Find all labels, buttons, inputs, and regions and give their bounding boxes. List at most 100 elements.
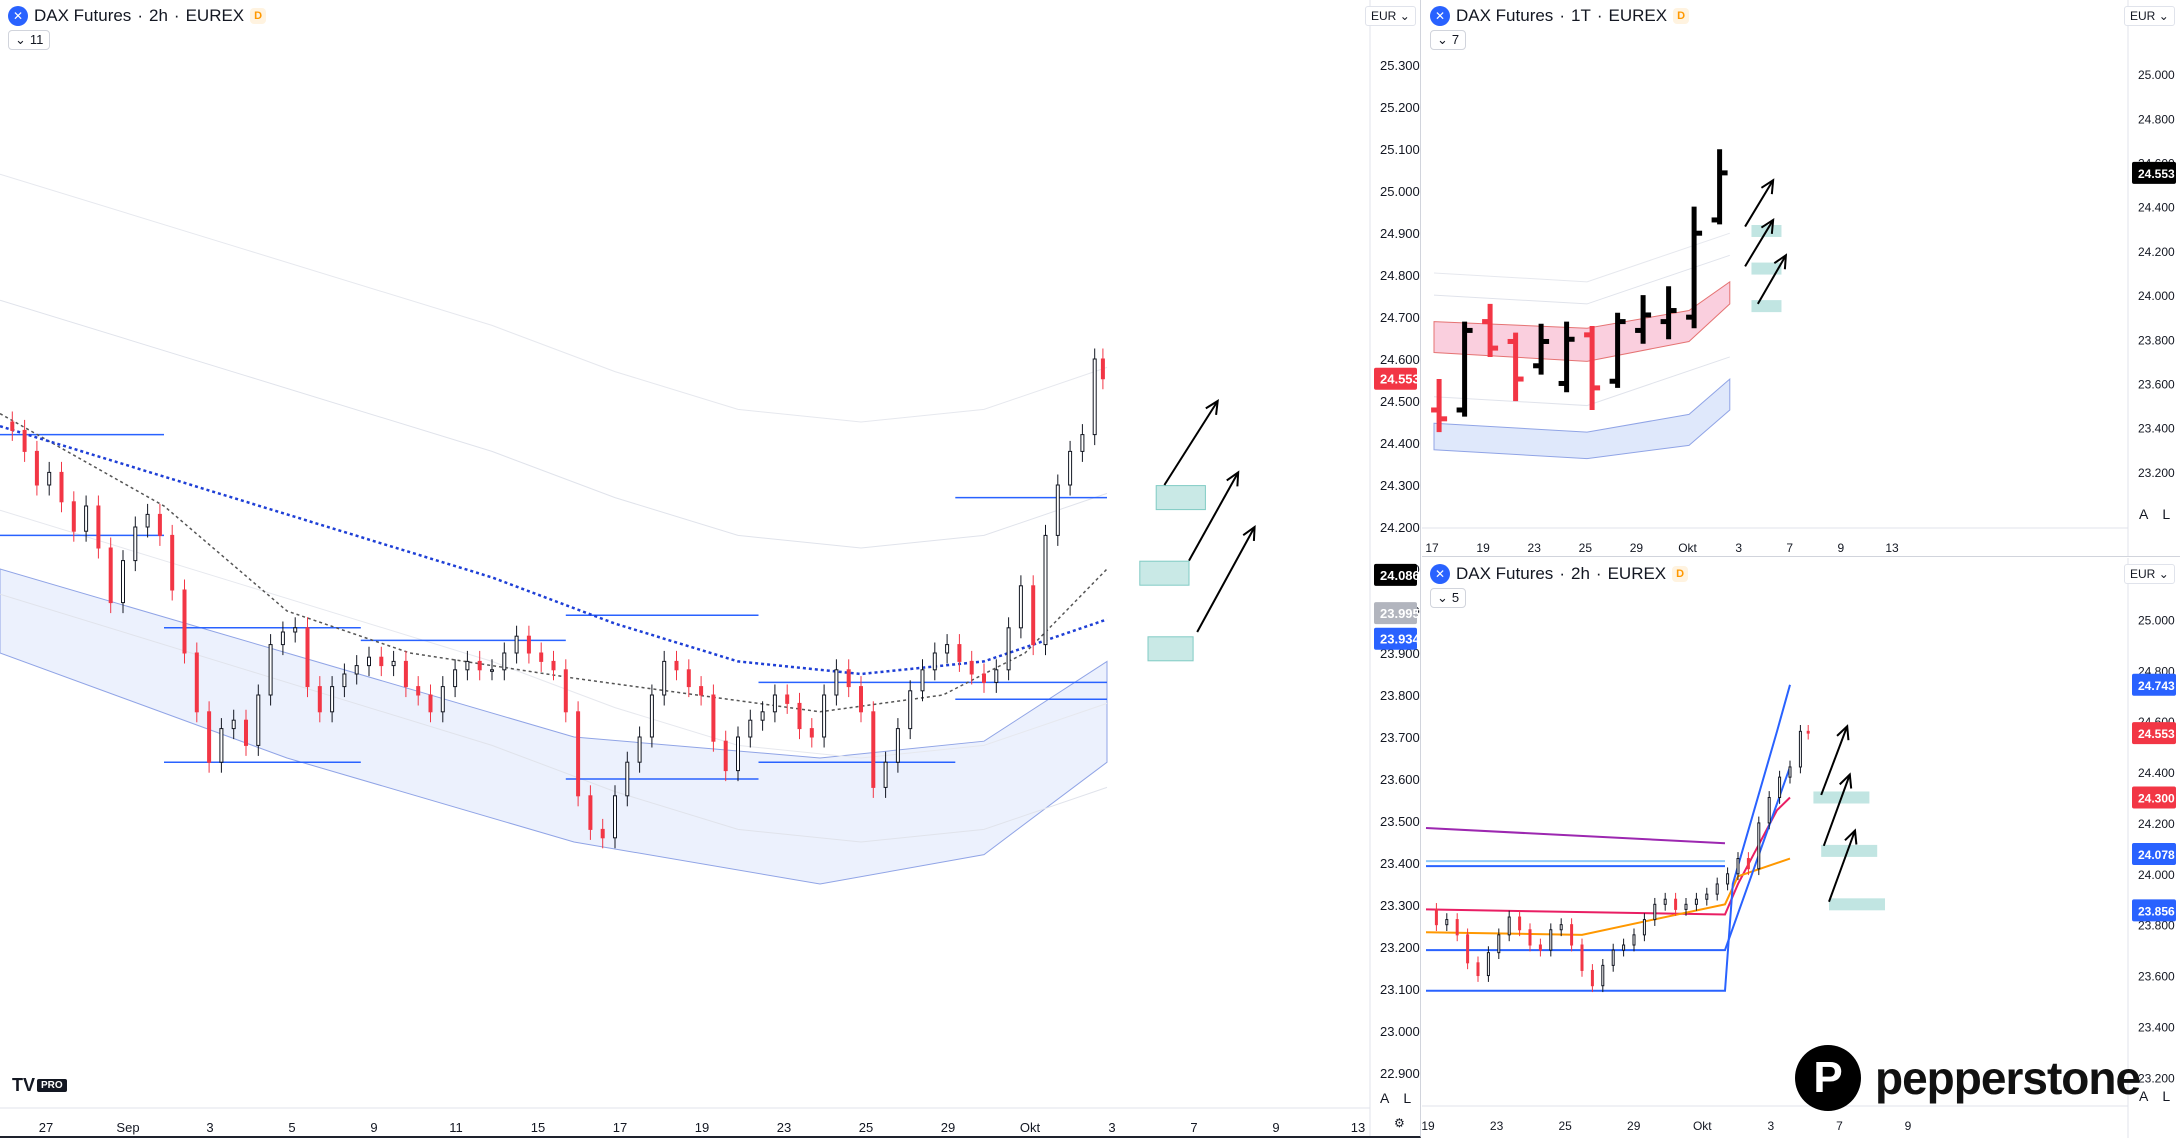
y-tick-label: 23.800 (1380, 688, 1420, 703)
candle-body (526, 635, 531, 654)
target-zone-box (1751, 262, 1782, 275)
pepperstone-mark-icon: P (1795, 1045, 1861, 1111)
candle-body (1455, 919, 1459, 936)
projection-arrow-head (1760, 178, 1775, 195)
candle-body (256, 694, 261, 746)
candle-body (293, 627, 298, 633)
price-label-text: 24.078 (2138, 848, 2175, 862)
candle-body (1445, 919, 1449, 926)
candle-body (1092, 358, 1097, 436)
chart-panel-intraday[interactable]: ✕ DAX Futures · 2h · EUREX D ⌄ 5 EUR ⌄ A… (1422, 558, 2180, 1138)
price-label-tag (2132, 673, 2176, 696)
symbol-legend[interactable]: ✕ DAX Futures · 2h · EUREX D (8, 6, 267, 26)
x-tick-label: 25 (1579, 541, 1593, 555)
candle-body (834, 669, 839, 696)
chart-panel-daily[interactable]: ✕ DAX Futures · 1T · EUREX D ⌄ 7 EUR ⌄ A… (1422, 0, 2180, 557)
main-chart-canvas[interactable]: 22.900 23.000 23.100 23.200 23.300 23.400 23.5… (0, 0, 1421, 1136)
y-tick-label: 23.400 (2138, 422, 2175, 436)
exchange: EUREX (1608, 6, 1668, 25)
symbol-legend[interactable]: ✕ DAX Futures · 2h · EUREX D (1430, 564, 1689, 584)
candle-body (477, 660, 482, 671)
daily-chart-canvas[interactable]: 23.200 23.400 23.600 23.800 24.000 24.200 24.4… (1422, 0, 2180, 557)
target-zone-box (1751, 300, 1782, 313)
y-tick-label: 24.500 (1380, 394, 1420, 409)
candle-body (317, 686, 322, 713)
x-tick-label: 3 (1735, 541, 1742, 555)
x-tick-label: 3 (1768, 1119, 1775, 1133)
candle-body (932, 652, 937, 671)
price-label-tag (2132, 161, 2176, 184)
y-tick-label: 24.000 (2138, 868, 2175, 882)
indicator-toggle[interactable]: ⌄ 11 (8, 30, 51, 50)
candle-body (145, 513, 150, 528)
x-tick-label: Okt (1678, 541, 1697, 555)
x-tick-label: 5 (288, 1120, 295, 1135)
envelope-line (0, 509, 1108, 759)
candle-body (1570, 924, 1574, 946)
y-tick-label: 23.400 (1380, 856, 1420, 871)
candle-body (772, 694, 777, 713)
x-tick-label: 9 (1905, 1119, 1912, 1133)
candle-body (342, 673, 347, 688)
x-tick-label: 9 (370, 1120, 377, 1135)
auto-scale-button[interactable]: A (2139, 1088, 2149, 1104)
candle-body (34, 450, 39, 486)
projection-arrow-head (1836, 724, 1850, 741)
currency-selector[interactable]: EUR ⌄ (1365, 6, 1416, 26)
candle-body (908, 690, 913, 730)
candle-body (1653, 903, 1657, 921)
y-tick-label: 23.200 (1380, 940, 1420, 955)
chevron-down-icon: ⌄ (1437, 590, 1448, 605)
candle-body (157, 513, 162, 536)
candle-body (391, 660, 396, 667)
projection-arrow-head (1760, 217, 1775, 234)
settings-gear-icon[interactable]: ⚙ (1394, 1116, 1405, 1130)
log-scale-button[interactable]: L (1403, 1090, 1412, 1106)
pepperstone-logo: P pepperstone (1795, 1045, 2141, 1111)
chart-panel-main[interactable]: ✕ DAX Futures · 2h · EUREX D ⌄ 11 EUR ⌄ … (0, 0, 1421, 1138)
candle-body (957, 644, 962, 662)
x-tick-label: 3 (206, 1120, 213, 1135)
y-tick-label: 23.300 (1380, 898, 1420, 913)
y-tick-label: 23.800 (2138, 333, 2175, 347)
candle-body (244, 719, 248, 746)
auto-scale-button[interactable]: A (1380, 1090, 1390, 1106)
delayed-badge: D (1673, 8, 1690, 24)
candle-body (1674, 898, 1678, 910)
indicator-line (1426, 766, 1791, 952)
log-scale-button[interactable]: L (2162, 506, 2171, 522)
candle-body (219, 728, 224, 763)
candle-body (1757, 822, 1761, 870)
candle-body (539, 652, 544, 662)
x-tick-label: 19 (1476, 541, 1490, 555)
candle-body (1736, 858, 1740, 875)
candle-body (1497, 934, 1501, 954)
price-label-text: 24.553 (2138, 167, 2175, 181)
projection-arrow-head (1226, 470, 1240, 487)
y-tick-label: 23.100 (1380, 982, 1420, 997)
chevron-down-icon: ⌄ (2158, 9, 2169, 23)
candle-body (1006, 627, 1011, 671)
auto-scale-button[interactable]: A (2139, 506, 2149, 522)
target-zone-box (1147, 636, 1194, 662)
price-label-text: 23.856 (2138, 904, 2175, 918)
currency-selector[interactable]: EUR ⌄ (2124, 6, 2175, 26)
x-tick-label: 9 (1838, 541, 1845, 555)
candle-body (797, 702, 802, 730)
candle-body (613, 795, 617, 839)
indicator-line (1426, 684, 1791, 992)
intraday-chart-canvas[interactable]: 23.200 23.400 23.600 23.800 24.000 24.200 24.4… (1422, 558, 2180, 1138)
symbol-legend[interactable]: ✕ DAX Futures · 1T · EUREX D (1430, 6, 1690, 26)
x-tick-label: 19 (1422, 1119, 1435, 1133)
candle-body (1507, 916, 1511, 936)
chevron-down-icon: ⌄ (2158, 567, 2169, 581)
y-tick-label: 24.400 (2138, 201, 2175, 215)
indicator-toggle[interactable]: ⌄ 7 (1430, 30, 1467, 50)
currency-selector[interactable]: EUR ⌄ (2124, 564, 2175, 584)
candle-body (1726, 873, 1730, 885)
log-scale-button[interactable]: L (2162, 1088, 2171, 1104)
projection-arrow-shaft (1822, 774, 1851, 847)
candle-body (846, 669, 851, 688)
indicator-toggle[interactable]: ⌄ 5 (1430, 588, 1467, 608)
candle-body (637, 736, 642, 763)
